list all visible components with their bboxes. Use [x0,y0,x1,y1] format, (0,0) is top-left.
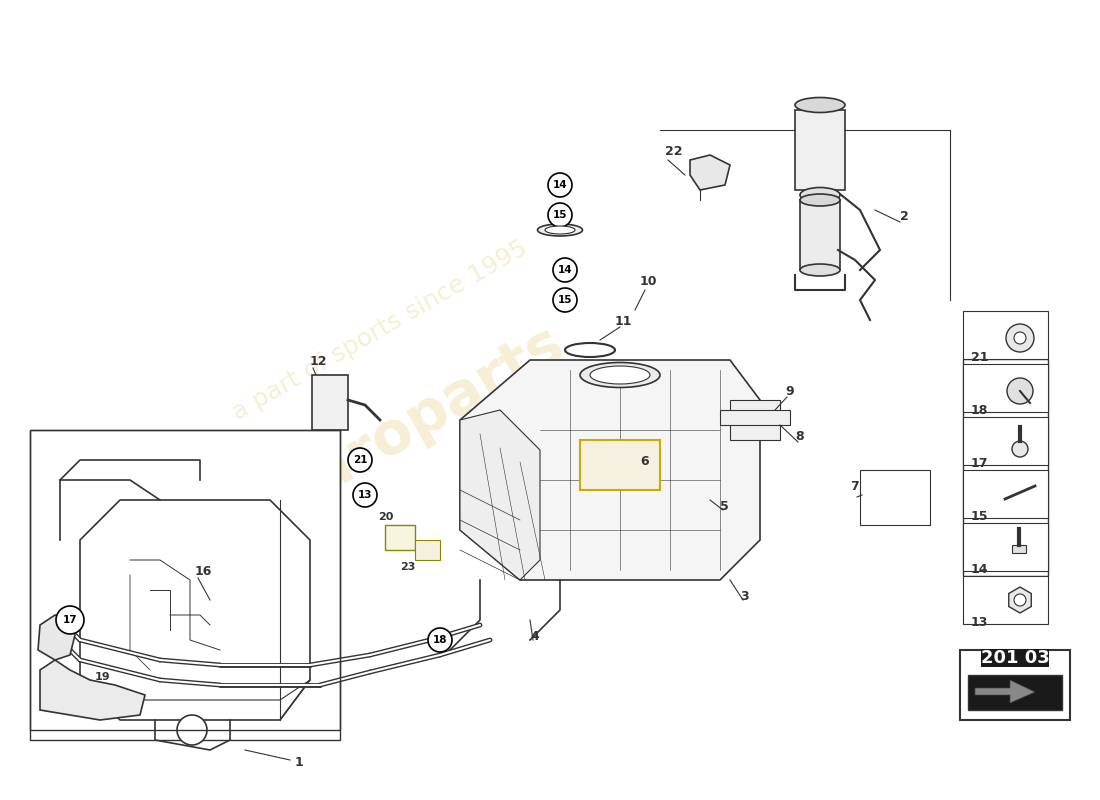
Circle shape [1006,378,1033,404]
Text: 19: 19 [95,672,111,682]
Polygon shape [690,155,730,190]
Circle shape [177,715,207,745]
Text: 11: 11 [615,315,632,328]
Bar [962,523,1048,571]
Text: 1: 1 [295,755,304,769]
Ellipse shape [800,194,840,206]
Text: a part of sports since 1995: a part of sports since 1995 [228,235,531,425]
Bar [730,400,780,440]
Text: 16: 16 [195,565,212,578]
Polygon shape [460,360,760,580]
Circle shape [548,203,572,227]
Text: 8: 8 [795,430,804,443]
Bar [30,430,340,740]
Text: 12: 12 [310,355,328,368]
Bar [30,430,340,730]
Bar [312,375,348,430]
Text: 15: 15 [558,295,572,305]
Bar [962,417,1048,465]
Circle shape [1006,324,1034,352]
Ellipse shape [580,362,660,387]
Bar [962,470,1048,518]
Bar [385,525,415,550]
Text: 14: 14 [552,180,568,190]
Text: 22: 22 [666,145,682,158]
Circle shape [353,483,377,507]
Text: 17: 17 [971,457,989,470]
Text: 15: 15 [971,510,989,523]
Text: 6: 6 [640,455,649,468]
Circle shape [1014,594,1026,606]
Circle shape [1012,441,1028,457]
Bar [1012,545,1026,553]
Bar [795,110,845,190]
Circle shape [548,173,572,197]
Bar [962,311,1048,359]
Text: 201 03: 201 03 [980,649,1049,667]
Text: 10: 10 [640,275,658,288]
Bar [415,540,440,560]
Bar [968,675,1062,710]
Text: 2: 2 [900,210,909,223]
Ellipse shape [800,264,840,276]
Polygon shape [975,680,1035,703]
Circle shape [553,258,578,282]
Text: 3: 3 [740,590,749,603]
Bar [962,576,1048,624]
Text: 9: 9 [785,385,793,398]
Text: europarts: europarts [266,314,574,526]
Text: 13: 13 [971,616,989,629]
Ellipse shape [795,98,845,113]
Text: 18: 18 [971,404,989,417]
Polygon shape [39,615,75,660]
Bar [962,359,1048,576]
Text: 23: 23 [400,562,416,572]
Circle shape [553,288,578,312]
Ellipse shape [800,187,840,202]
Text: 21: 21 [353,455,367,465]
Circle shape [1014,332,1026,344]
Text: 18: 18 [432,635,448,645]
Circle shape [56,606,84,634]
Bar [580,440,660,490]
Text: 7: 7 [850,480,859,493]
Text: 13: 13 [358,490,372,500]
Polygon shape [40,660,145,720]
Polygon shape [460,410,540,580]
Text: 4: 4 [530,630,539,643]
Bar [800,200,840,270]
Ellipse shape [538,224,583,236]
Ellipse shape [544,226,575,234]
Text: 20: 20 [378,512,394,522]
Ellipse shape [590,366,650,384]
Text: 21: 21 [971,351,989,364]
Text: 14: 14 [558,265,572,275]
Bar [860,470,930,525]
Bar [960,650,1070,720]
Circle shape [428,628,452,652]
Text: 5: 5 [720,500,728,513]
Text: 14: 14 [971,563,989,576]
Bar [720,410,790,425]
Text: 15: 15 [552,210,568,220]
Text: 17: 17 [63,615,77,625]
Circle shape [348,448,372,472]
Bar [962,364,1048,412]
Ellipse shape [565,343,615,357]
